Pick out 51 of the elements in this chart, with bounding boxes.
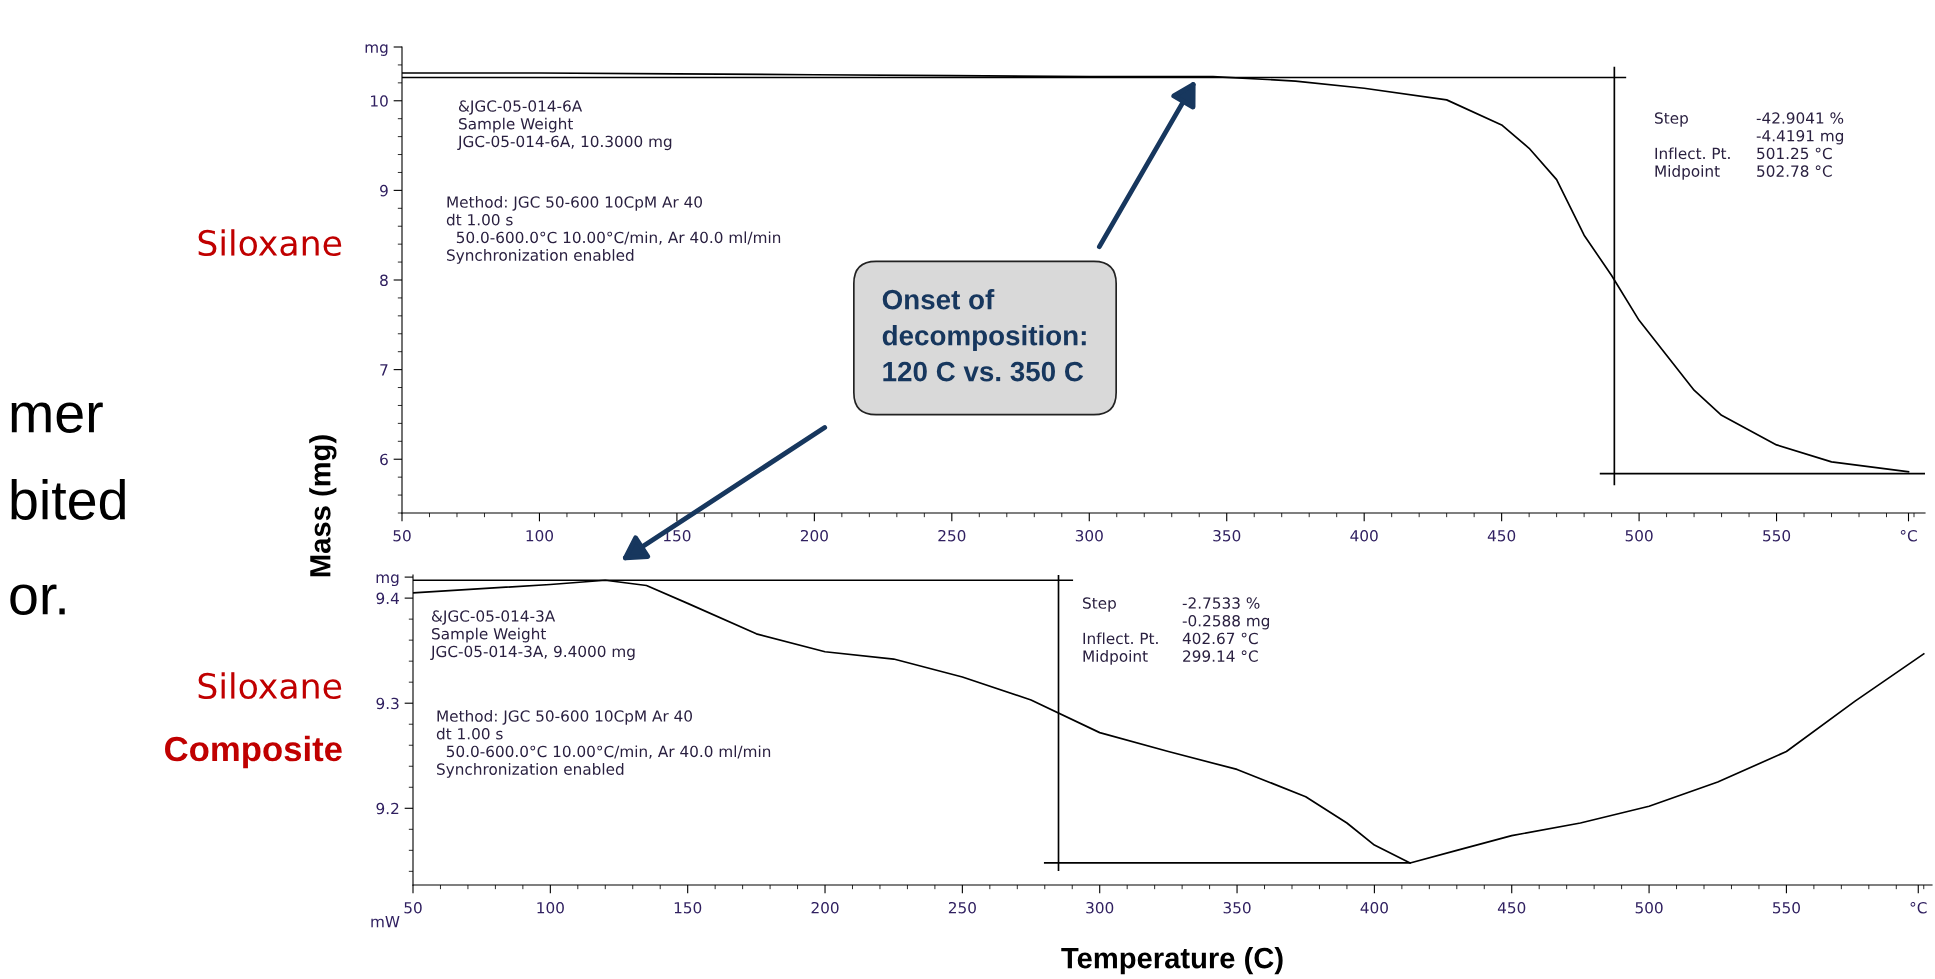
x-tick-label: 450 [1497, 901, 1526, 914]
x-tick-label: 100 [526, 529, 554, 542]
text: Composite [165, 735, 342, 769]
text: or. [10, 584, 65, 615]
y-axis-title: Mass (mg) [309, 435, 337, 577]
text: Step Inflect. Pt. Midpoint [1083, 597, 1158, 665]
x-tick-label: 200 [800, 529, 828, 542]
text: bited [11, 479, 125, 520]
annotation: -2.7533 % -0.2588 mg 402.67 °C 299.14 °C [1182, 597, 1270, 662]
y-tick-label: 10 [371, 95, 388, 107]
x-tick-label: 50 [404, 901, 422, 914]
y-tick-label: mg [376, 574, 399, 587]
x-tick-label: 300 [1086, 901, 1114, 914]
x-tick-label: 350 [1213, 529, 1241, 542]
x-axis-title: Temperature (C) [1061, 947, 1283, 975]
x-tick-label: 300 [1075, 529, 1103, 542]
x-tick-label: 550 [1773, 901, 1800, 914]
x-tick-label: °C [1900, 529, 1917, 542]
y-tick-label: 9.4 [376, 592, 399, 605]
annotation: &JGC-05-014-6A Sample Weight JGC-05-014-6A, 10.3000 mg [457, 100, 672, 151]
x-tick-label: 150 [674, 901, 702, 914]
x-tick-label: 50 [393, 529, 411, 542]
x-tick-label: 250 [948, 901, 976, 914]
x-tick-label: 450 [1487, 529, 1516, 542]
text: mer [11, 402, 103, 433]
y-tick-label: mg [365, 44, 388, 56]
x-tick-label: 500 [1635, 901, 1663, 914]
x-tick-label: 250 [938, 529, 966, 542]
x-tick-label: 400 [1350, 529, 1378, 542]
x-tick-label: 500 [1625, 529, 1653, 542]
x-tick-label: 350 [1223, 901, 1251, 914]
annotation: &JGC-05-014-3A Sample Weight JGC-05-014-3A, 9.4000 mg [430, 610, 635, 661]
annotation: Method: JGC 50-600 10CpM Ar 40 dt 1.00 s 50.0-600.0°C 10.00°C/min, Ar 40.0 ml/min Synchronization enabled [436, 710, 771, 778]
y-tick-label: 9.2 [376, 802, 399, 815]
text: Step Inflect. Pt. Midpoint [1655, 112, 1730, 180]
x-tick-label: °C [1910, 901, 1927, 914]
x-tick-label: 200 [811, 901, 839, 914]
annotation: Method: JGC 50-600 10CpM Ar 40 dt 1.00 s 50.0-600.0°C 10.00°C/min, Ar 40.0 ml/min Synchronization enabled [446, 196, 781, 264]
y-tick-label: 9 [380, 184, 388, 197]
annotation: Onset of decomposition: 120 C vs. 350 C [882, 289, 1086, 382]
text: Siloxane [198, 672, 342, 700]
annotation: -42.9041 % -4.4191 mg 501.25 °C 502.78 °C [1756, 112, 1844, 177]
x-tick-label: 400 [1360, 901, 1388, 914]
y-tick-label: 6 [380, 453, 388, 466]
text: Siloxane [198, 229, 342, 257]
x-tick-label: 550 [1763, 529, 1791, 542]
y-tick-label: 7 [380, 364, 388, 376]
y-tick-label: 8 [380, 274, 388, 287]
text: mW [371, 916, 400, 928]
y-tick-label: 9.3 [376, 697, 399, 710]
x-tick-label: 100 [537, 901, 564, 914]
